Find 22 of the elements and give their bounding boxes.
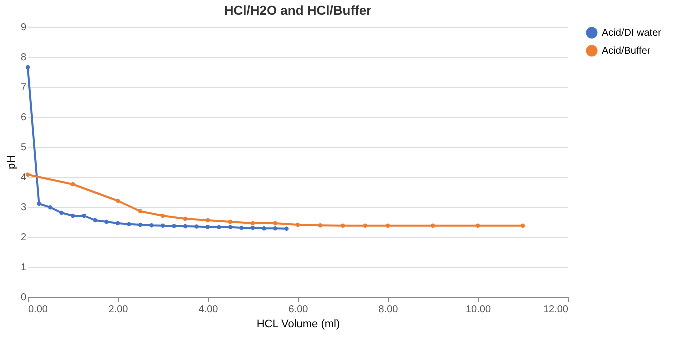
x-tick-label: 0.00: [28, 304, 48, 316]
x-tick-label: 4.00: [198, 304, 219, 316]
x-axis-title: HCL Volume (ml): [256, 318, 340, 330]
legend-label: Acid/Buffer: [602, 46, 652, 57]
y-tick-label: 5: [20, 142, 27, 154]
y-tick-label: 4: [20, 172, 27, 184]
y-tick-label: 6: [20, 112, 27, 124]
y-tick-label: 2: [20, 232, 27, 244]
y-tick-label: 0: [20, 292, 27, 304]
legend-label: Acid/DI water: [602, 28, 662, 39]
x-tick-label: 8.00: [378, 304, 399, 316]
x-tick-label: 2.00: [108, 304, 129, 316]
y-tick-label: 8: [20, 52, 27, 64]
y-tick-label: 9: [20, 22, 27, 34]
y-tick-label: 7: [20, 82, 27, 94]
x-tick-label: 12.00: [543, 304, 569, 316]
y-tick-label: 1: [20, 262, 27, 274]
x-tick-label: 6.00: [288, 304, 309, 316]
chart-title: HCl/H2O and HCl/Buffer: [224, 3, 372, 18]
y-tick-label: 3: [20, 202, 27, 214]
x-tick-label: 10.00: [466, 304, 492, 316]
y-axis-title: pH: [6, 155, 18, 170]
